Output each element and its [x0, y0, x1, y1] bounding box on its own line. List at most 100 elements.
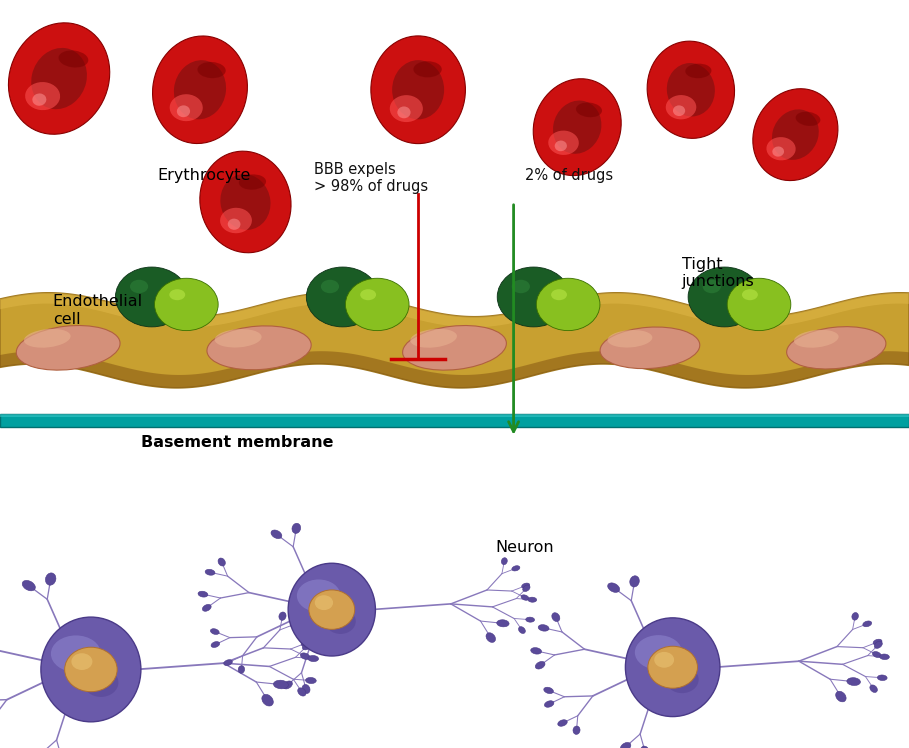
Ellipse shape	[403, 325, 506, 370]
Ellipse shape	[742, 289, 758, 300]
Ellipse shape	[703, 280, 721, 293]
Ellipse shape	[45, 573, 56, 585]
Ellipse shape	[300, 653, 310, 660]
Ellipse shape	[647, 41, 734, 138]
Ellipse shape	[608, 583, 620, 592]
Ellipse shape	[600, 327, 700, 369]
Ellipse shape	[297, 580, 341, 612]
Ellipse shape	[528, 597, 536, 602]
Ellipse shape	[65, 647, 117, 692]
Ellipse shape	[153, 36, 247, 144]
Ellipse shape	[306, 267, 379, 327]
Ellipse shape	[271, 530, 282, 539]
Ellipse shape	[727, 278, 791, 331]
Ellipse shape	[308, 655, 318, 661]
Ellipse shape	[518, 627, 525, 634]
Ellipse shape	[239, 174, 266, 190]
Ellipse shape	[325, 608, 355, 634]
Ellipse shape	[390, 95, 423, 122]
Ellipse shape	[397, 106, 411, 118]
Ellipse shape	[554, 141, 567, 151]
Ellipse shape	[654, 652, 674, 668]
Ellipse shape	[852, 613, 858, 620]
Ellipse shape	[51, 636, 101, 672]
Ellipse shape	[130, 280, 148, 293]
Ellipse shape	[16, 325, 120, 370]
Ellipse shape	[220, 208, 252, 233]
Ellipse shape	[551, 289, 567, 300]
Ellipse shape	[58, 50, 88, 67]
Ellipse shape	[753, 89, 838, 180]
Ellipse shape	[371, 36, 465, 144]
Ellipse shape	[292, 524, 301, 533]
Ellipse shape	[512, 565, 520, 571]
Text: BBB expels
> 98% of drugs: BBB expels > 98% of drugs	[314, 162, 428, 194]
Ellipse shape	[673, 105, 685, 116]
Ellipse shape	[309, 590, 355, 629]
Polygon shape	[0, 352, 909, 387]
Ellipse shape	[84, 668, 118, 697]
Ellipse shape	[210, 628, 219, 634]
Ellipse shape	[392, 60, 445, 120]
Ellipse shape	[345, 278, 409, 331]
Ellipse shape	[274, 680, 288, 689]
Ellipse shape	[215, 329, 262, 348]
Ellipse shape	[155, 278, 218, 331]
Ellipse shape	[863, 621, 872, 627]
Ellipse shape	[835, 691, 846, 702]
Ellipse shape	[279, 612, 286, 620]
Ellipse shape	[786, 327, 886, 369]
Ellipse shape	[177, 105, 190, 117]
Ellipse shape	[531, 648, 542, 654]
Ellipse shape	[22, 580, 35, 591]
Polygon shape	[0, 293, 909, 328]
Ellipse shape	[630, 576, 639, 587]
Ellipse shape	[197, 62, 225, 78]
Ellipse shape	[198, 591, 208, 597]
Ellipse shape	[360, 289, 376, 300]
Ellipse shape	[302, 684, 310, 693]
Ellipse shape	[321, 280, 339, 293]
Ellipse shape	[794, 330, 839, 348]
FancyBboxPatch shape	[0, 414, 909, 417]
Ellipse shape	[31, 48, 87, 109]
Ellipse shape	[502, 558, 507, 565]
Ellipse shape	[688, 267, 761, 327]
Ellipse shape	[315, 595, 333, 610]
Ellipse shape	[262, 694, 274, 706]
Ellipse shape	[773, 147, 784, 156]
Ellipse shape	[667, 63, 714, 117]
Ellipse shape	[305, 678, 316, 684]
Ellipse shape	[290, 621, 300, 628]
Ellipse shape	[205, 569, 215, 575]
Ellipse shape	[766, 137, 795, 160]
Ellipse shape	[558, 720, 567, 726]
Text: Basement membrane: Basement membrane	[141, 435, 334, 450]
Ellipse shape	[414, 61, 442, 77]
Ellipse shape	[218, 558, 225, 566]
Ellipse shape	[877, 675, 887, 681]
Ellipse shape	[576, 102, 602, 117]
Ellipse shape	[200, 151, 291, 253]
Ellipse shape	[8, 23, 110, 134]
Ellipse shape	[870, 685, 877, 693]
Ellipse shape	[496, 620, 509, 627]
Ellipse shape	[486, 633, 495, 643]
Ellipse shape	[220, 174, 271, 230]
Ellipse shape	[228, 218, 241, 230]
Ellipse shape	[25, 82, 60, 110]
Text: Tight
junctions: Tight junctions	[682, 257, 754, 289]
Ellipse shape	[203, 604, 211, 611]
Ellipse shape	[552, 613, 560, 622]
Ellipse shape	[620, 743, 631, 748]
Ellipse shape	[303, 642, 311, 650]
Ellipse shape	[283, 681, 293, 689]
Ellipse shape	[665, 666, 699, 693]
Ellipse shape	[72, 653, 93, 670]
Ellipse shape	[536, 278, 600, 331]
Ellipse shape	[169, 289, 185, 300]
Ellipse shape	[548, 131, 579, 155]
Ellipse shape	[288, 563, 375, 656]
Ellipse shape	[874, 641, 883, 649]
Ellipse shape	[301, 640, 311, 646]
